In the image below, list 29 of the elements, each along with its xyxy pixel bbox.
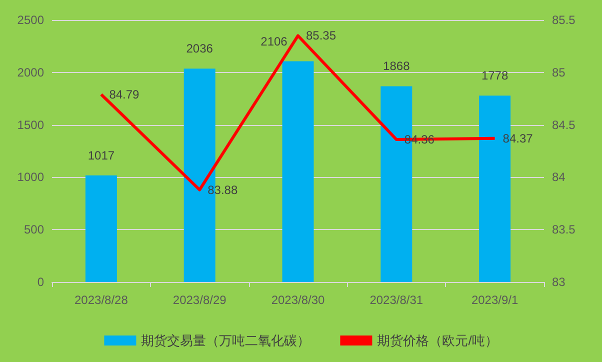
- y-tick-label: 2000: [17, 65, 44, 80]
- y-tick-label: 2500: [17, 13, 44, 27]
- y2-tick-label: 85.5: [552, 13, 576, 27]
- x-tick-label: 2023/8/29: [172, 293, 227, 307]
- data-label: 84.36: [404, 132, 435, 146]
- y2-tick-label: 83.5: [552, 222, 576, 237]
- data-label: 1017: [88, 148, 115, 162]
- data-label: 2036: [186, 42, 214, 56]
- data-label: 85.35: [306, 28, 336, 43]
- x-tick-label: 2023/8/30: [271, 293, 326, 307]
- y2-tick-label: 83: [552, 275, 566, 289]
- y2-tick-label: 84: [552, 170, 566, 184]
- legend-label: 期货交易量（万吨二氧化碳）: [141, 333, 310, 348]
- y-tick-label: 0: [37, 275, 44, 289]
- data-label: 2106: [260, 34, 288, 48]
- bar: [85, 175, 117, 282]
- data-label: 1778: [481, 68, 508, 83]
- x-tick-label: 2023/8/28: [74, 293, 128, 307]
- x-tick-label: 2023/9/1: [471, 293, 518, 307]
- y2-tick-label: 84.5: [552, 118, 576, 132]
- x-tick-label: 2023/8/31: [370, 293, 424, 307]
- y-tick-label: 1000: [17, 170, 44, 184]
- legend-label: 期货价格（欧元/吨）: [377, 333, 498, 348]
- data-label: 1868: [383, 59, 410, 74]
- y-tick-label: 1500: [17, 118, 44, 132]
- y-tick-label: 500: [24, 222, 44, 237]
- data-label: 84.79: [109, 87, 140, 102]
- bar: [282, 61, 314, 282]
- y2-tick-label: 85: [552, 65, 566, 80]
